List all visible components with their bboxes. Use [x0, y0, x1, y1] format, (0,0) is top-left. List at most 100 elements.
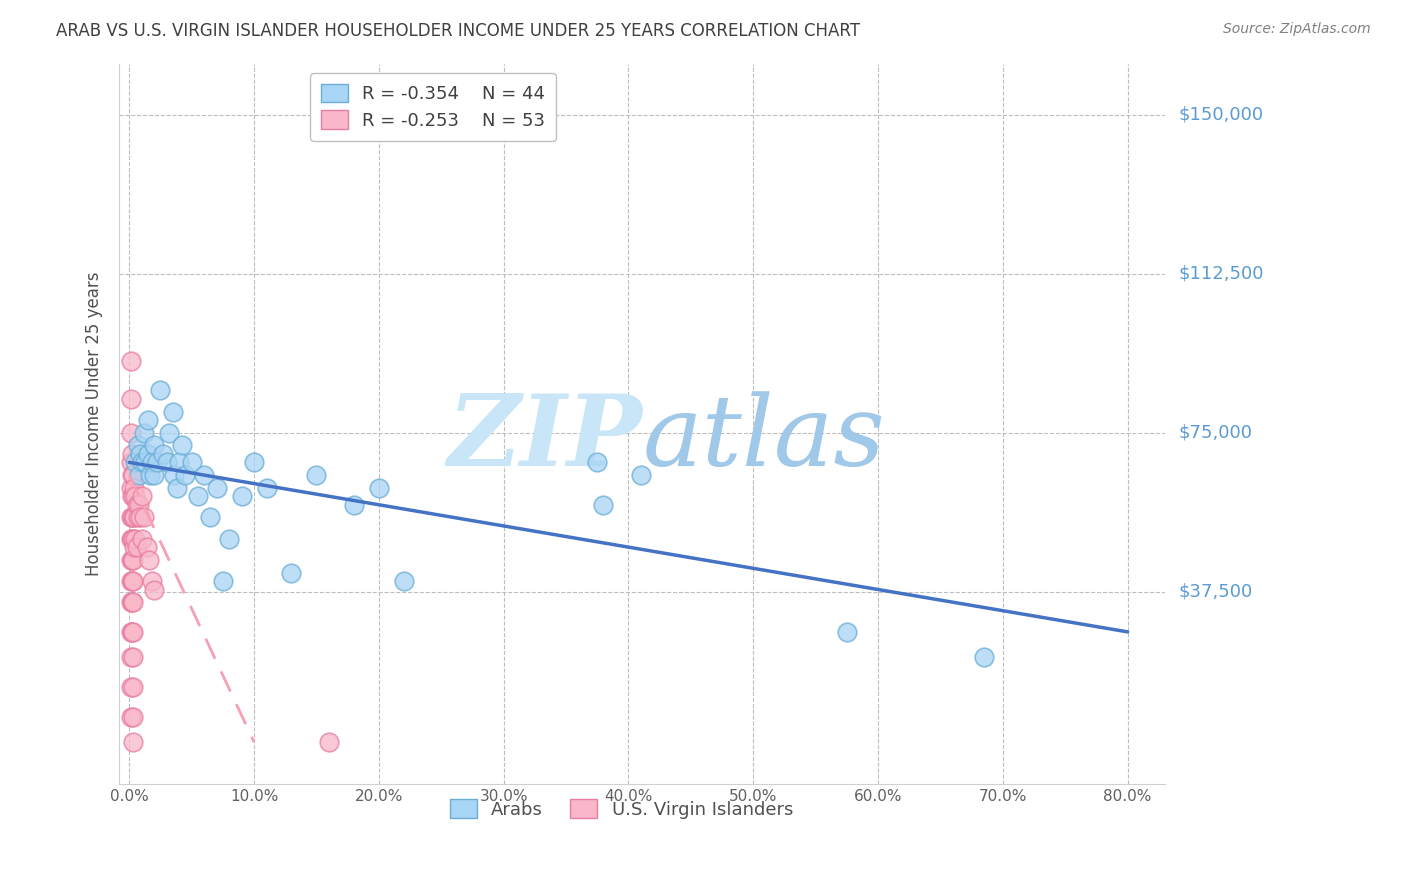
Text: $150,000: $150,000	[1180, 106, 1264, 124]
Y-axis label: Householder Income Under 25 years: Householder Income Under 25 years	[86, 272, 103, 576]
Point	[145, 455, 167, 469]
Point	[122, 624, 145, 639]
Point	[121, 532, 143, 546]
Point	[134, 425, 156, 440]
Point	[139, 468, 162, 483]
Point	[256, 481, 278, 495]
Point	[973, 650, 995, 665]
Point	[122, 510, 145, 524]
Point	[187, 489, 209, 503]
Point	[143, 438, 166, 452]
Point	[212, 574, 235, 588]
Point	[170, 438, 193, 452]
Point	[134, 455, 156, 469]
Text: $112,500: $112,500	[1180, 265, 1264, 283]
Point	[120, 709, 142, 723]
Point	[193, 468, 215, 483]
Point	[120, 455, 142, 469]
Point	[120, 510, 142, 524]
Point	[122, 595, 145, 609]
Point	[135, 540, 157, 554]
Point	[129, 447, 152, 461]
Point	[131, 532, 153, 546]
Point	[367, 481, 389, 495]
Point	[122, 574, 145, 588]
Point	[136, 447, 159, 461]
Point	[630, 468, 652, 483]
Point	[121, 468, 143, 483]
Text: Source: ZipAtlas.com: Source: ZipAtlas.com	[1223, 22, 1371, 37]
Point	[141, 455, 163, 469]
Point	[392, 574, 415, 588]
Point	[143, 582, 166, 597]
Point	[122, 510, 145, 524]
Point	[163, 468, 186, 483]
Point	[120, 553, 142, 567]
Text: ARAB VS U.S. VIRGIN ISLANDER HOUSEHOLDER INCOME UNDER 25 YEARS CORRELATION CHART: ARAB VS U.S. VIRGIN ISLANDER HOUSEHOLDER…	[56, 22, 860, 40]
Point	[156, 455, 179, 469]
Point	[305, 468, 328, 483]
Point	[152, 447, 174, 461]
Point	[131, 489, 153, 503]
Point	[586, 455, 609, 469]
Point	[136, 413, 159, 427]
Point	[120, 353, 142, 368]
Point	[120, 392, 142, 406]
Point	[141, 574, 163, 588]
Point	[592, 498, 614, 512]
Point	[120, 532, 142, 546]
Point	[122, 553, 145, 567]
Point	[125, 540, 148, 554]
Point	[180, 455, 202, 469]
Point	[121, 510, 143, 524]
Point	[122, 735, 145, 749]
Point	[120, 595, 142, 609]
Point	[120, 680, 142, 694]
Point	[162, 404, 184, 418]
Point	[122, 709, 145, 723]
Point	[129, 510, 152, 524]
Point	[120, 481, 142, 495]
Point	[128, 468, 150, 483]
Point	[167, 455, 190, 469]
Point	[157, 425, 180, 440]
Point	[131, 455, 153, 469]
Point	[318, 735, 340, 749]
Point	[835, 624, 858, 639]
Point	[205, 481, 228, 495]
Point	[122, 680, 145, 694]
Point	[200, 510, 222, 524]
Point	[166, 481, 188, 495]
Point	[121, 489, 143, 503]
Point	[122, 650, 145, 665]
Point	[121, 553, 143, 567]
Point	[121, 574, 143, 588]
Point	[149, 384, 172, 398]
Point	[343, 498, 366, 512]
Point	[122, 468, 145, 483]
Point	[127, 510, 149, 524]
Point	[128, 498, 150, 512]
Point	[174, 468, 197, 483]
Text: $75,000: $75,000	[1180, 424, 1253, 442]
Legend: Arabs, U.S. Virgin Islanders: Arabs, U.S. Virgin Islanders	[443, 792, 800, 826]
Point	[120, 650, 142, 665]
Point	[120, 624, 142, 639]
Point	[121, 447, 143, 461]
Point	[122, 532, 145, 546]
Point	[124, 489, 146, 503]
Point	[243, 455, 266, 469]
Text: atlas: atlas	[643, 391, 884, 486]
Point	[122, 540, 145, 554]
Point	[218, 532, 240, 546]
Point	[231, 489, 253, 503]
Point	[122, 481, 145, 495]
Point	[121, 624, 143, 639]
Point	[138, 553, 160, 567]
Point	[127, 438, 149, 452]
Point	[122, 489, 145, 503]
Text: $37,500: $37,500	[1180, 582, 1253, 600]
Point	[125, 498, 148, 512]
Point	[120, 425, 142, 440]
Point	[143, 468, 166, 483]
